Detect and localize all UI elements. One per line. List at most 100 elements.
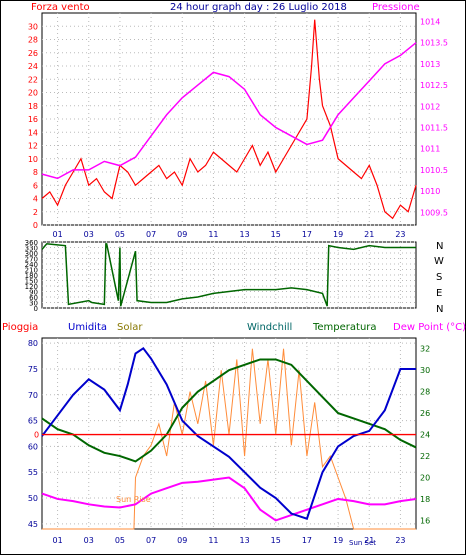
sunset-marker: Sun Set [349,539,376,547]
humidity-tick-label: 75 [28,365,38,374]
direction-tick-label: 300 [25,250,38,258]
hour-tick-label: 13 [239,230,249,239]
direction-tick-label: 30 [29,300,38,308]
hour-tick-label: 13 [239,536,249,545]
hour-tick-label: 07 [146,536,156,545]
hour-tick-label: 17 [302,230,312,239]
hour-tick-label: 15 [271,230,281,239]
pressure-tick-label: 1012 [420,102,440,111]
direction-tick-label: 240 [25,261,38,269]
wind-pressure-ticks: 0246810121416182022242628301009.51010101… [28,17,448,239]
hour-tick-label: 21 [364,536,374,545]
dir-n-bottom: N [436,304,443,315]
pressure-tick-label: 1011.5 [420,123,448,132]
wind-direction-series [41,243,416,307]
direction-tick-label: 0 [34,305,38,313]
direction-tick-label: 270 [25,256,38,264]
humidity-tick-label: 70 [28,391,38,400]
pressure-tick-label: 1011 [420,145,440,154]
wind-tick-label: 4 [33,195,38,204]
pressure-tick-label: 1009.5 [420,208,448,217]
hour-tick-label: 09 [177,230,187,239]
wind-tick-label: 22 [28,75,38,84]
wind-tick-label: 8 [33,168,38,177]
rain-zero-label: 0 [34,431,39,440]
rain-label: Pioggia [2,322,38,333]
dir-s: S [436,272,442,283]
wind-tick-label: 2 [33,208,38,217]
hour-tick-label: 15 [271,536,281,545]
pressure-tick-label: 1010.5 [420,166,448,175]
hour-tick-label: 21 [364,230,374,239]
humidity-temp-panel: 45 50 55 60 65 70 75 80 16 18 20 22 24 26 28 30 32 01 03 05… [28,337,430,547]
series-pressure [41,42,417,180]
wind-tick-label: 20 [28,89,38,98]
wind-pressure-series [41,19,417,220]
dir-e: E [436,288,442,299]
series-umidita [41,346,416,520]
hour-tick-label: 01 [52,536,62,545]
direction-tick-label: 210 [25,267,38,275]
temperature-tick-label: 22 [420,452,430,461]
compass-labels: N W S E N [434,241,444,315]
temperature-tick-label: 16 [420,516,430,525]
wind-pressure-plot-area [41,12,417,226]
wind-tick-label: 16 [28,115,38,124]
wind-tick-label: 24 [28,62,38,71]
direction-tick-label: 180 [25,272,38,280]
temperature-tick-label: 26 [420,409,430,418]
wind-tick-label: 6 [33,181,38,190]
temperature-tick-label: 30 [420,366,430,375]
direction-tick-label: 150 [25,278,38,286]
pressure-tick-label: 1013.5 [420,39,448,48]
direction-tick-label: 120 [25,283,38,291]
direction-tick-label: 330 [25,245,38,253]
humidity-temp-series [41,346,417,530]
hour-tick-label: 05 [115,536,125,545]
humidity-tick-label: 65 [28,417,38,426]
wind-tick-label: 28 [28,36,38,45]
hour-tick-label: 03 [84,536,94,545]
temperature-label: Temperatura [312,322,377,333]
wind-tick-label: 0 [33,221,38,230]
wind-pressure-grid [42,13,416,226]
direction-tick-label: 60 [29,294,38,302]
humidity-tick-label: 80 [28,339,38,348]
hour-tick-label: 17 [302,536,312,545]
hour-tick-label: 07 [146,230,156,239]
wind-tick-label: 18 [28,102,38,111]
temperature-tick-label: 20 [420,473,430,482]
humidity-temp-ticks: 45 50 55 60 65 70 75 80 16 18 20 22 24 26 28 30 32 01 03 05… [28,339,430,545]
hour-tick-label: 03 [84,230,94,239]
dir-w: W [434,256,444,267]
hour-tick-label: 05 [115,230,125,239]
humidity-tick-label: 45 [28,520,38,529]
hour-tick-label: 09 [177,536,187,545]
series-dew-point [41,476,417,522]
temperature-tick-label: 28 [420,388,430,397]
hour-tick-label: 23 [395,230,405,239]
pressure-tick-label: 1012.5 [420,81,448,90]
hour-tick-label: 01 [52,230,62,239]
humidity-tick-label: 50 [28,494,38,503]
wind-pressure-panel: 0246810121416182022242628301009.51010101… [28,12,448,239]
hour-tick-label: 11 [208,536,218,545]
sunrise-marker: Sun Rise [116,495,151,504]
dir-n-top: N [436,241,443,252]
wind-speed-label: Forza vento [31,2,90,13]
windchill-label: Windchill [247,322,292,333]
wind-tick-label: 10 [28,155,38,164]
dewpoint-label: Dew Point (°C) [393,322,466,333]
pressure-tick-label: 1013 [420,60,440,69]
hour-tick-label: 23 [395,536,405,545]
hour-tick-label: 19 [333,230,343,239]
hour-tick-label: 19 [333,536,343,545]
solar-label: Solar [117,322,143,333]
series-solar [42,348,416,530]
temperature-tick-label: 18 [420,495,430,504]
hour-tick-label: 11 [208,230,218,239]
wind-tick-label: 30 [28,22,38,31]
